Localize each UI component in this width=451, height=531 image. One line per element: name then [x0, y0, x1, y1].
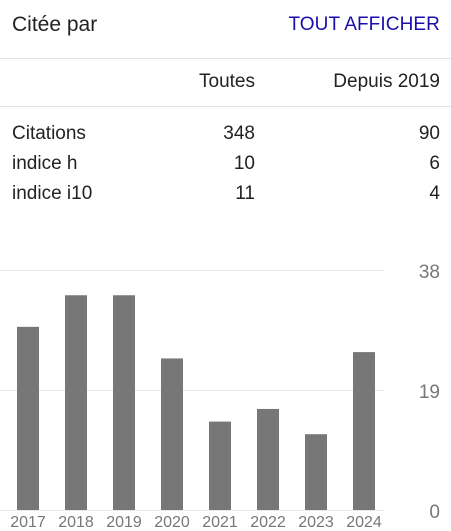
bar-2021[interactable] [209, 421, 231, 510]
stat-label: indice i10 [12, 183, 93, 204]
bar-2018[interactable] [65, 295, 87, 510]
bar-2022[interactable] [257, 408, 279, 510]
stat-value-all: 11 [235, 183, 255, 204]
stat-row-citations: Citations 348 90 [0, 120, 451, 150]
x-tick-label: 2024 [346, 514, 382, 531]
column-headers: Toutes Depuis 2019 [0, 59, 451, 107]
y-tick-label: 19 [419, 382, 440, 403]
section-title: Citée par [12, 13, 98, 36]
bar-2023[interactable] [305, 434, 327, 510]
stat-label: Citations [12, 123, 86, 144]
citations-per-year-chart: 38 19 0 2017 2018 2019 2020 2021 2022 2023 2024 [0, 250, 451, 531]
view-all-link[interactable]: TOUT AFFICHER [288, 14, 440, 35]
column-header-all: Toutes [199, 71, 255, 92]
x-tick-label: 2019 [106, 514, 142, 531]
y-tick-label: 38 [419, 262, 440, 283]
bar-2024[interactable] [353, 352, 375, 510]
bar-2019[interactable] [113, 295, 135, 510]
citation-stats-table: Citations 348 90 indice h 10 6 indice i1… [0, 120, 451, 210]
column-header-since: Depuis 2019 [333, 71, 440, 92]
x-tick-label: 2020 [154, 514, 190, 531]
stat-value-all: 10 [233, 153, 255, 174]
x-tick-label: 2018 [58, 514, 94, 531]
stat-row-h-index: indice h 10 6 [0, 150, 451, 180]
bar-2020[interactable] [161, 358, 183, 510]
chart-canvas: 38 19 0 2017 2018 2019 2020 2021 2022 2023 2024 [0, 262, 440, 531]
y-tick-label: 0 [429, 502, 440, 523]
stat-row-i10-index: indice i10 11 4 [0, 180, 451, 210]
x-tick-label: 2021 [202, 514, 238, 531]
x-tick-label: 2022 [250, 514, 286, 531]
x-tick-label: 2023 [298, 514, 334, 531]
cited-by-header: Citée par TOUT AFFICHER [0, 0, 451, 59]
stat-value-since: 90 [418, 123, 440, 144]
stat-value-since: 6 [429, 153, 440, 174]
bar-2017[interactable] [17, 326, 39, 510]
stat-label: indice h [12, 153, 78, 174]
x-tick-label: 2017 [10, 514, 46, 531]
stat-value-all: 348 [223, 123, 255, 144]
stat-value-since: 4 [429, 183, 440, 204]
